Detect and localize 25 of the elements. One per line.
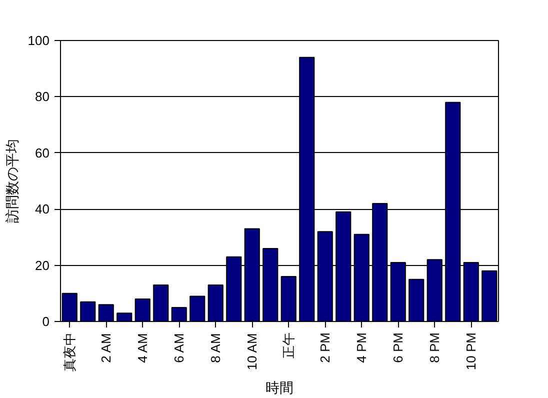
- y-tick-label: 80: [35, 89, 50, 104]
- x-tick-label: 10 AM: [244, 333, 260, 370]
- y-tick-label: 20: [35, 258, 50, 273]
- x-tick-label: 4 PM: [354, 332, 370, 363]
- y-tick-label: 60: [35, 145, 50, 160]
- bar: [408, 278, 424, 322]
- x-tick-label: 6 PM: [390, 332, 406, 363]
- x-tick-label: 2 AM: [98, 333, 114, 363]
- x-tick-label: 2 PM: [318, 332, 333, 363]
- x-tick-label: 正午: [281, 332, 296, 358]
- x-tick-label: 4 AM: [135, 333, 150, 363]
- bar: [80, 301, 96, 322]
- y-tick-label: 0: [42, 314, 50, 329]
- y-tick-label: 100: [28, 33, 50, 48]
- x-tick-label: 8 PM: [427, 332, 442, 363]
- bar: [153, 284, 169, 322]
- x-tick-label: 6 AM: [172, 333, 187, 363]
- y-tick-label: 40: [35, 202, 50, 217]
- y-axis-title: 訪問数の平均: [4, 139, 20, 223]
- bar: [190, 296, 206, 322]
- bar: [116, 312, 132, 322]
- x-axis-title: 時間: [266, 380, 294, 396]
- x-tick-label: 10 PM: [464, 332, 479, 370]
- x-tick-label: 8 AM: [208, 333, 224, 363]
- x-tick-label: 真夜中: [62, 332, 78, 372]
